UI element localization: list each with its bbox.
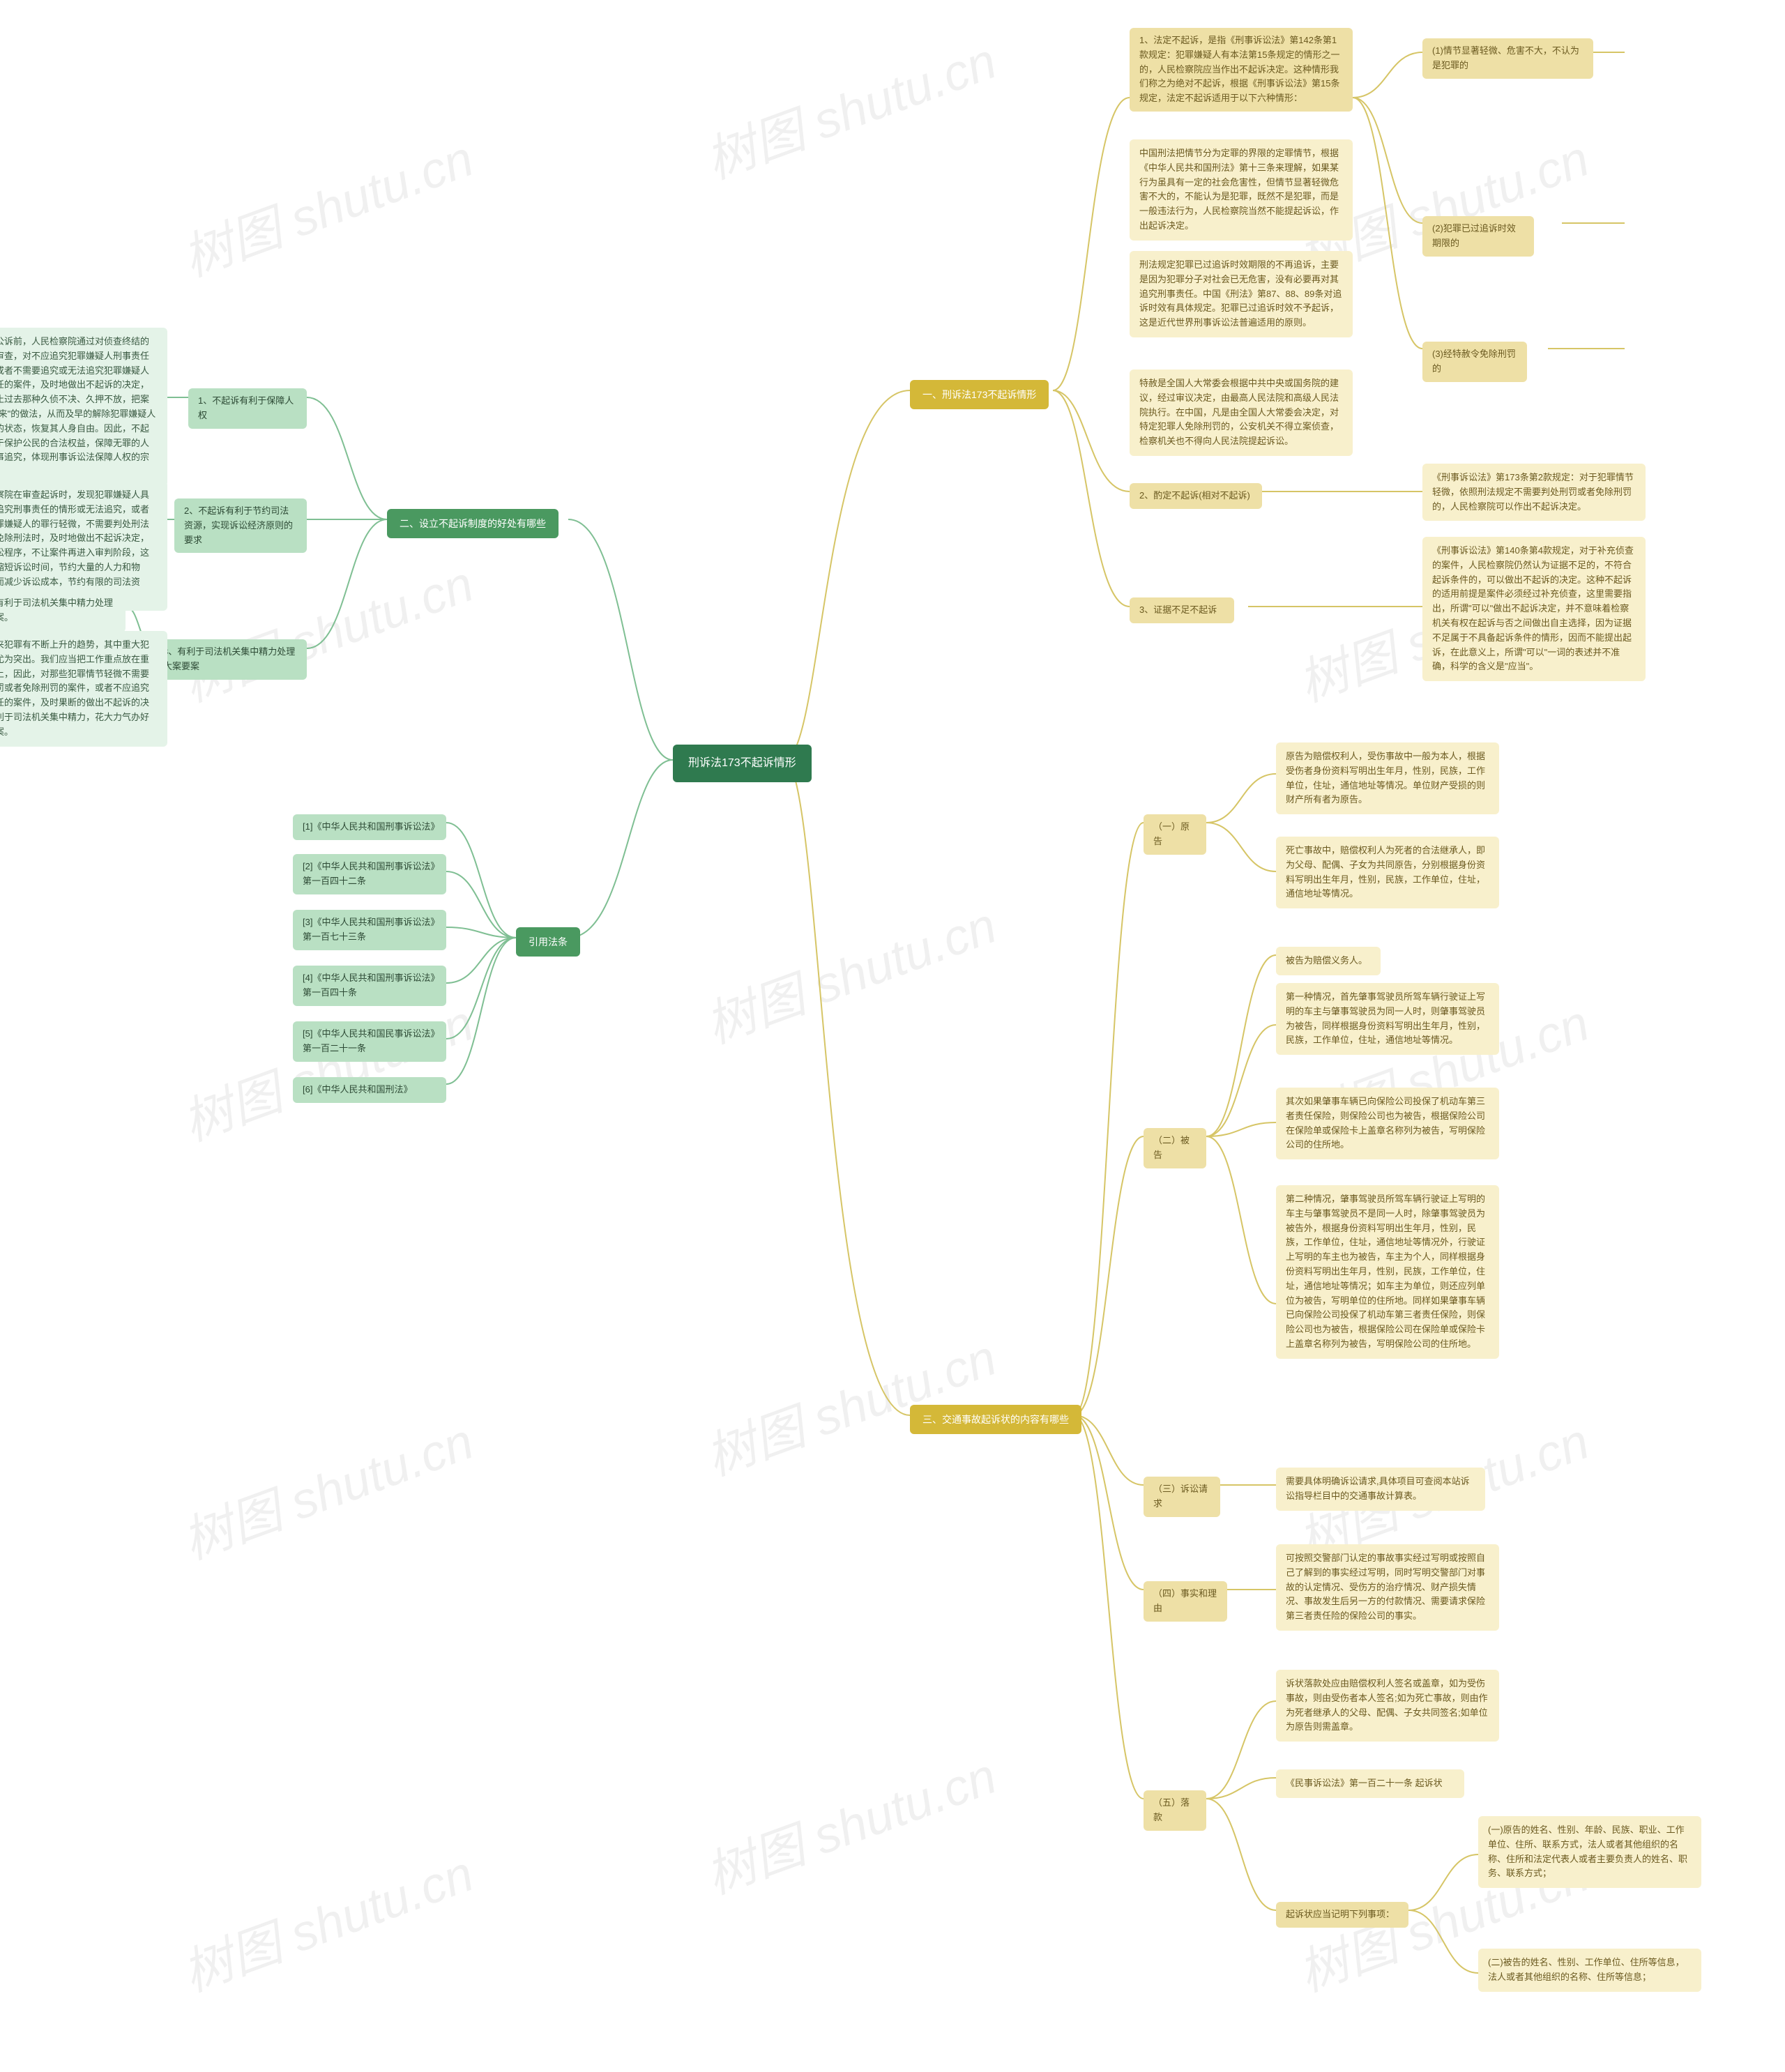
watermark: 树图 shutu.cn <box>694 885 1005 1058</box>
refs-title: 引用法条 <box>516 927 580 957</box>
s3-p2-l2: 第一种情况，首先肇事驾驶员所驾车辆行驶证上写明的车主与肇事驾驶员为同一人时，则肇… <box>1276 983 1499 1055</box>
s3-p1: （一）原告 <box>1144 814 1206 855</box>
s2-n3: 3、有利于司法机关集中精力处理大案要案 <box>153 639 307 680</box>
s2-n3-leaf1: 不起诉有利于司法机关集中精力处理大案要案。 <box>0 589 126 632</box>
ref4: [4]《中华人民共和国刑事诉讼法》第一百四十条 <box>293 966 446 1006</box>
s3-p5-l1: 诉状落款处应由赔偿权利人签名或盖章，如为受伤事故，则由受伤者本人签名;如为死亡事… <box>1276 1670 1499 1742</box>
watermark: 树图 shutu.cn <box>171 543 482 716</box>
s3-p1-l1: 原告为赔偿权利人，受伤事故中一般为本人，根据受伤者身份资料写明出生年月，性别，民… <box>1276 742 1499 814</box>
s2-n1-leaf: 在提起公诉前，人民检察院通过对侦查终结的案件的审查，对不应追究犯罪嫌疑人刑事责任… <box>0 328 167 487</box>
s2-n1: 1、不起诉有利于保障人权 <box>188 388 307 429</box>
s3-p1-l2: 死亡事故中，赔偿权利人为死者的合法继承人，即为父母、配偶、子女为共同原告，分别根… <box>1276 837 1499 908</box>
ref3: [3]《中华人民共和国刑事诉讼法》第一百七十三条 <box>293 910 446 950</box>
s1-n1-c2-leaf: 刑法规定犯罪已过追诉时效期限的不再追诉，主要是因为犯罪分子对社会已无危害，没有必… <box>1130 251 1353 337</box>
s3-p3: （三）诉讼请求 <box>1144 1477 1220 1517</box>
ref2: [2]《中华人民共和国刑事诉讼法》第一百四十二条 <box>293 854 446 894</box>
s1-n1-c2: (2)犯罪已过追诉时效期限的 <box>1422 216 1534 257</box>
s3-p5-sig-a: (一)原告的姓名、性别、年龄、民族、职业、工作单位、住所、联系方式，法人或者其他… <box>1478 1816 1701 1888</box>
s2-n2: 2、不起诉有利于节约司法资源，实现诉讼经济原则的要求 <box>174 498 307 553</box>
ref6: [6]《中华人民共和国刑法》 <box>293 1077 446 1103</box>
watermark: 树图 shutu.cn <box>171 1401 482 1574</box>
s3-p2-l4: 第二种情况，肇事驾驶员所驾车辆行驶证上写明的车主与肇事驾驶员不是同一人时，除肇事… <box>1276 1185 1499 1359</box>
ref5: [5]《中华人民共和国民事诉讼法》第一百二十一条 <box>293 1021 446 1062</box>
s1-n2: 2、酌定不起诉(相对不起诉) <box>1130 483 1262 509</box>
s1-n1-c1: (1)情节显著轻微、危害不大，不认为是犯罪的 <box>1422 38 1593 79</box>
s1-n2-leaf: 《刑事诉讼法》第173条第2款规定：对于犯罪情节轻微，依照刑法规定不需要判处刑罚… <box>1422 464 1646 521</box>
s3-p4: （四）事实和理由 <box>1144 1581 1227 1622</box>
section2-title: 二、设立不起诉制度的好处有哪些 <box>387 509 559 538</box>
s3-p3-l: 需要具体明确诉讼请求,具体项目可查阅本站诉讼指导栏目中的交通事故计算表。 <box>1276 1468 1485 1511</box>
s3-p5-l2: 《民事诉讼法》第一百二十一条 起诉状 <box>1276 1769 1464 1798</box>
section1-title: 一、刑诉法173不起诉情形 <box>910 380 1049 409</box>
s3-p4-l: 可按照交警部门认定的事故事实经过写明或按照自己了解到的事实经过写明，同时写明交警… <box>1276 1544 1499 1631</box>
s3-p5-sig: 起诉状应当记明下列事项： <box>1276 1902 1408 1928</box>
connector-layer <box>0 0 1785 2072</box>
s1-n3-leaf: 《刑事诉讼法》第140条第4款规定，对于补充侦查的案件，人民检察院仍然认为证据不… <box>1422 537 1646 681</box>
s3-p2-l3: 其次如果肇事车辆已向保险公司投保了机动车第三者责任保险，则保险公司也为被告，根据… <box>1276 1088 1499 1159</box>
watermark: 树图 shutu.cn <box>694 1735 1005 1908</box>
s1-n1: 1、法定不起诉，是指《刑事诉讼法》第142条第1款规定：犯罪嫌疑人有本法第15条… <box>1130 28 1353 112</box>
s3-p5-sig-b: (二)被告的姓名、性别、工作单位、住所等信息，法人或者其他组织的名称、住所等信息… <box>1478 1949 1701 1992</box>
s3-p2-l1: 被告为赔偿义务人。 <box>1276 947 1381 975</box>
watermark: 树图 shutu.cn <box>171 982 482 1155</box>
s2-n3-leaf2: 近些年来犯罪有不断上升的趋势，其中重大犯罪上升尤为突出。我们应当把工作重点放在重… <box>0 631 167 747</box>
watermark: 树图 shutu.cn <box>171 118 482 291</box>
ref1: [1]《中华人民共和国刑事诉讼法》 <box>293 814 446 840</box>
section3-title: 三、交通事故起诉状的内容有哪些 <box>910 1405 1081 1434</box>
s1-n1-c3-leaf: 特赦是全国人大常委会根据中共中央或国务院的建议，经过审议决定，由最高人民法院和高… <box>1130 370 1353 456</box>
watermark: 树图 shutu.cn <box>694 1317 1005 1490</box>
s1-n1-c1-leaf: 中国刑法把情节分为定罪的界限的定罪情节，根据《中华人民共和国刑法》第十三条来理解… <box>1130 139 1353 241</box>
s3-p5: （五）落款 <box>1144 1790 1206 1831</box>
s1-n3: 3、证据不足不起诉 <box>1130 597 1234 623</box>
s3-p2: （二）被告 <box>1144 1128 1206 1168</box>
watermark: 树图 shutu.cn <box>694 20 1005 193</box>
watermark: 树图 shutu.cn <box>171 1833 482 2006</box>
root-node: 刑诉法173不起诉情形 <box>673 745 812 782</box>
s1-n1-c3: (3)经特赦令免除刑罚的 <box>1422 342 1527 382</box>
